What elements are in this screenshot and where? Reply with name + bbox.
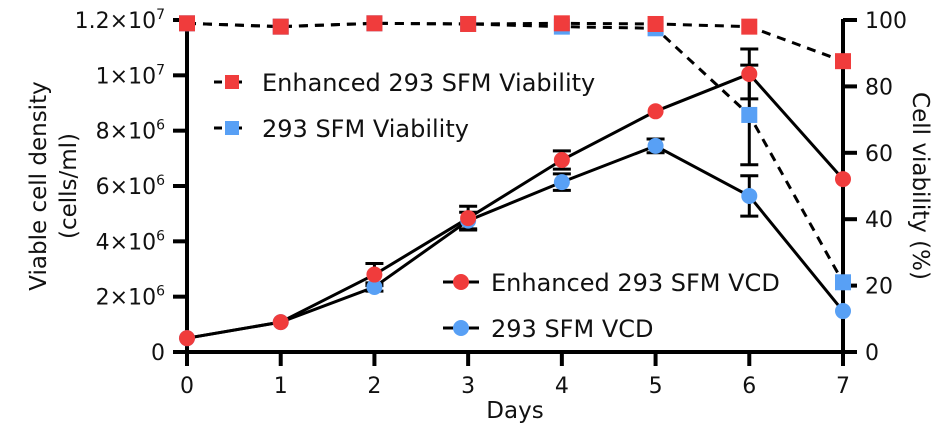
legend-marker xyxy=(225,121,239,135)
right-axis-label: Cell viability (%) xyxy=(907,92,933,280)
legend-entry: 293 SFM VCD xyxy=(443,315,653,343)
x-tick-label: 2 xyxy=(367,374,381,399)
left-tick-exponent: 6 xyxy=(156,228,165,244)
x-tick-label: 1 xyxy=(274,374,288,399)
data-point-0 xyxy=(366,266,383,283)
axes: 0 1 2 3 4 5 6 7Days02×1064×1066×1068×1061×1071.… xyxy=(26,7,933,424)
data-point-1 xyxy=(647,137,664,154)
series-layer xyxy=(179,15,851,347)
data-point-0 xyxy=(741,65,758,82)
data-point-0 xyxy=(179,330,195,347)
left-tick-label: 1×107 xyxy=(96,62,165,89)
left-tick-exponent: 6 xyxy=(156,284,165,300)
left-tick-label: 1.2×107 xyxy=(75,7,165,34)
left-tick-mantissa: 1.2×10 xyxy=(75,9,156,34)
data-point-1 xyxy=(835,303,851,320)
data-point-1 xyxy=(741,187,758,204)
data-point-0 xyxy=(835,171,851,188)
legend-label: 293 SFM Viability xyxy=(262,115,469,143)
left-tick-exponent: 7 xyxy=(156,62,165,78)
data-point-3 xyxy=(741,106,758,123)
left-tick-mantissa: 8×10 xyxy=(96,120,156,145)
data-point-2 xyxy=(179,15,195,32)
data-point-0 xyxy=(272,314,289,331)
left-tick-label: 4×106 xyxy=(96,228,165,255)
left-tick-mantissa: 1×10 xyxy=(96,64,156,89)
x-axis-label: Days xyxy=(486,398,543,424)
series-line-1 xyxy=(186,144,845,340)
left-tick-exponent: 6 xyxy=(156,118,165,134)
left-tick-mantissa: 0 xyxy=(151,341,165,366)
left-tick-label: 0 xyxy=(151,341,165,366)
data-point-2 xyxy=(741,18,758,35)
x-tick-label: 5 xyxy=(649,374,663,399)
left-tick-exponent: 6 xyxy=(156,173,165,189)
legend-label: Enhanced 293 SFM Viability xyxy=(262,69,595,97)
left-tick-mantissa: 4×10 xyxy=(96,230,156,255)
right-tick-label: 0 xyxy=(865,341,879,366)
data-point-3 xyxy=(835,274,851,291)
right-tick-label: 60 xyxy=(865,142,893,167)
left-axis-label-line2: (cells/ml) xyxy=(56,133,82,239)
data-point-0 xyxy=(460,210,477,227)
x-tick-label: 3 xyxy=(461,374,475,399)
x-tick-label: 7 xyxy=(836,374,850,399)
right-tick-label: 80 xyxy=(865,75,893,100)
x-tick-label: 0 xyxy=(180,374,194,399)
series-line-0 xyxy=(186,72,845,340)
legend-entry: Enhanced 293 SFM VCD xyxy=(443,269,780,297)
data-point-0 xyxy=(647,103,664,120)
x-tick-label: 6 xyxy=(742,374,756,399)
data-point-2 xyxy=(366,15,383,32)
left-tick-mantissa: 6×10 xyxy=(96,175,156,200)
legend-layer: Enhanced 293 SFM Viability 293 SFM Viabil… xyxy=(214,69,780,343)
legend-entry: Enhanced 293 SFM Viability xyxy=(214,69,595,97)
series-line-3 xyxy=(186,21,845,284)
series-line-2 xyxy=(186,21,844,63)
data-point-1 xyxy=(366,278,383,295)
right-tick-label: 40 xyxy=(865,208,893,233)
legend-marker xyxy=(225,75,239,89)
data-point-2 xyxy=(553,15,570,32)
left-axis-label-line1: Viable cell density xyxy=(26,81,52,290)
data-point-1 xyxy=(553,174,570,191)
left-tick-label: 6×106 xyxy=(96,173,165,200)
left-tick-mantissa: 2×10 xyxy=(96,286,156,311)
legend-entry: 293 SFM Viability xyxy=(214,115,469,143)
right-tick-label: 100 xyxy=(865,9,907,34)
legend-marker xyxy=(453,320,469,336)
right-tick-label: 20 xyxy=(865,275,893,300)
data-point-2 xyxy=(272,18,289,35)
legend-label: Enhanced 293 SFM VCD xyxy=(491,269,780,297)
legend-label: 293 SFM VCD xyxy=(491,315,653,343)
data-point-2 xyxy=(460,15,477,32)
data-point-0 xyxy=(553,151,570,168)
left-tick-exponent: 7 xyxy=(156,7,165,23)
left-tick-label: 8×106 xyxy=(96,118,165,145)
legend-marker xyxy=(453,274,469,290)
data-point-2 xyxy=(835,53,851,70)
x-tick-label: 4 xyxy=(555,374,569,399)
left-tick-label: 2×106 xyxy=(96,284,165,311)
data-point-2 xyxy=(647,15,664,32)
